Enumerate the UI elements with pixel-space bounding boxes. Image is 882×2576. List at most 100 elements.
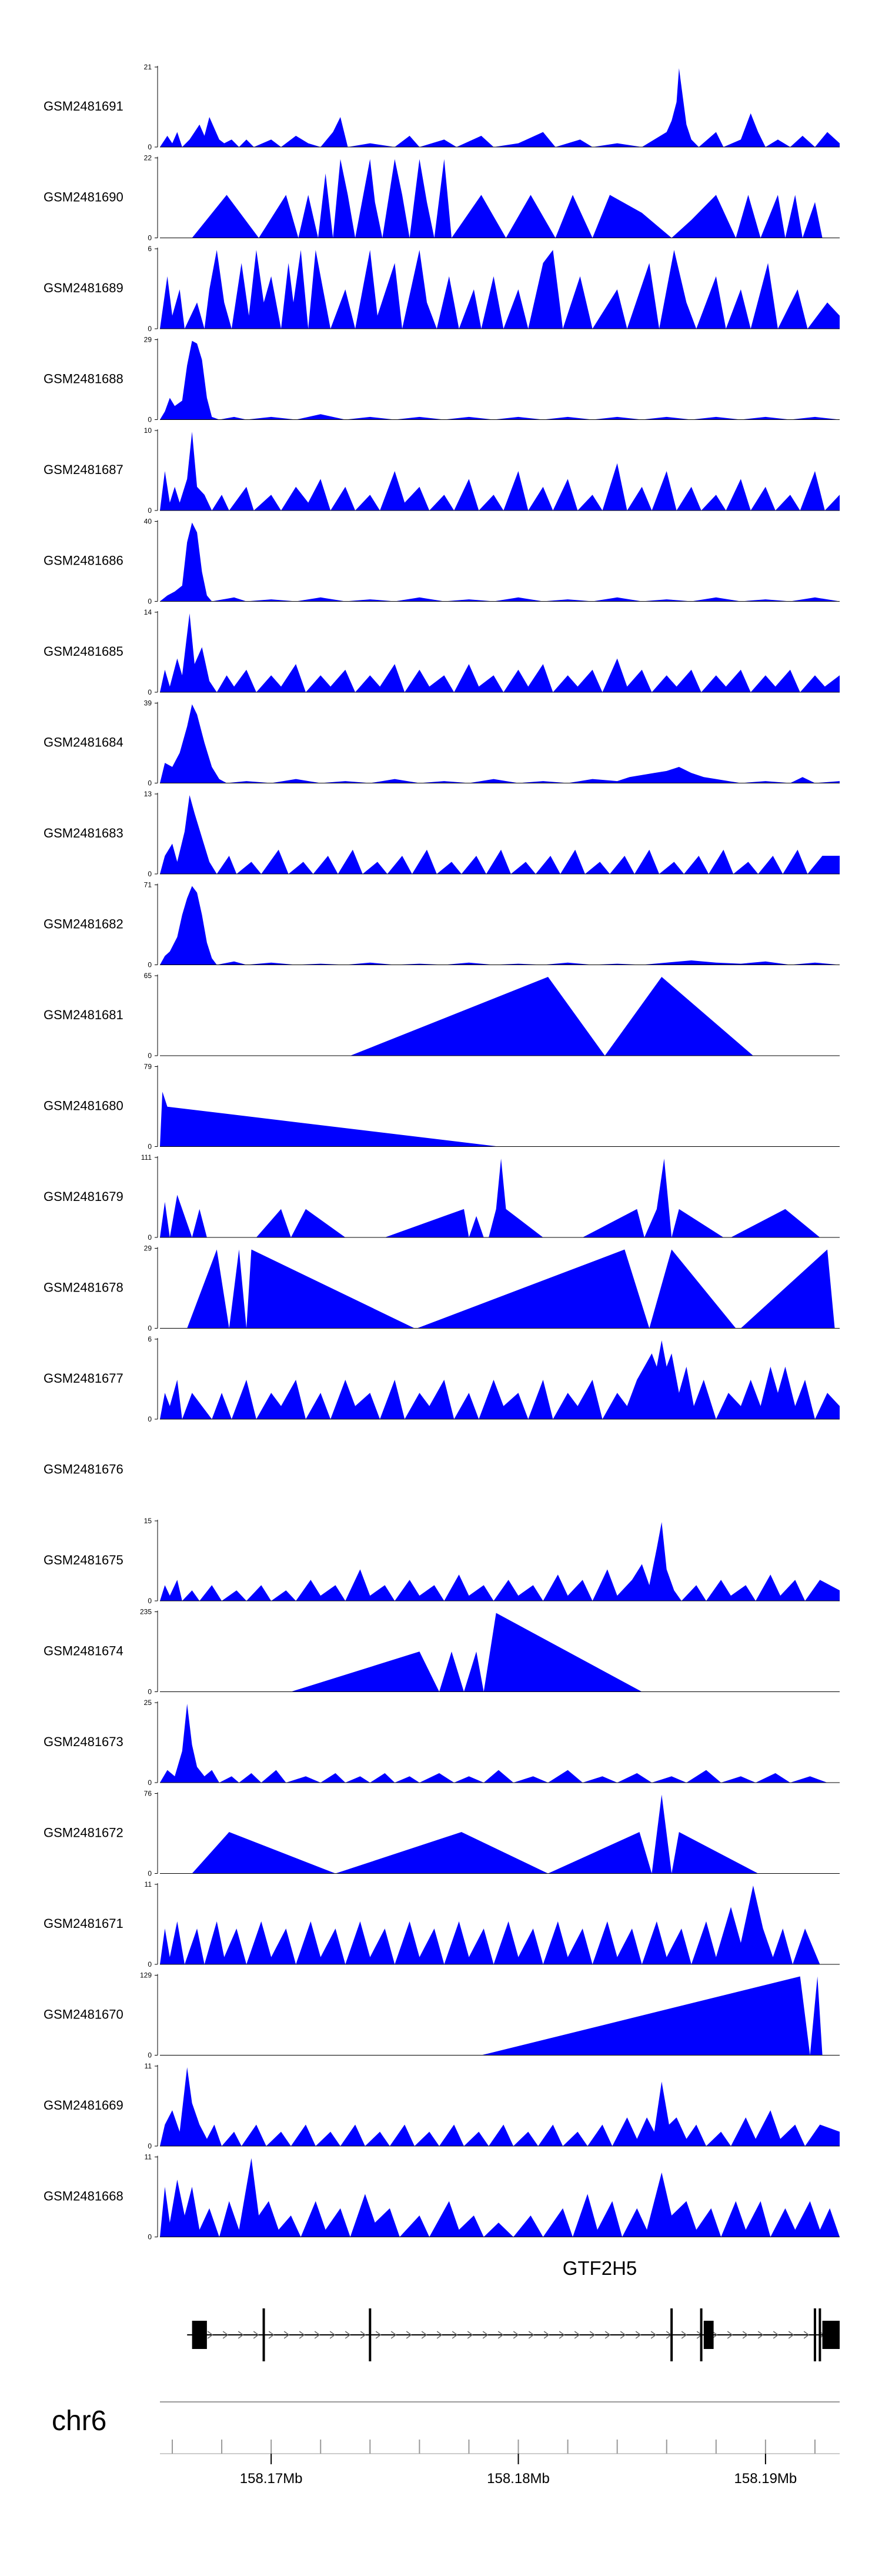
track-label: GSM2481672 bbox=[44, 1826, 123, 1840]
coverage-area bbox=[160, 68, 840, 147]
track-label: GSM2481685 bbox=[44, 644, 123, 659]
strand-arrow bbox=[574, 2331, 580, 2339]
track-label: GSM2481688 bbox=[44, 372, 123, 386]
coverage-area bbox=[160, 977, 840, 1056]
track-GSM2481671: GSM2481671 11 0 bbox=[44, 1880, 840, 1968]
y-max-label: 235 bbox=[140, 1608, 152, 1616]
strand-arrow bbox=[283, 2331, 290, 2339]
y-min-label: 0 bbox=[148, 1233, 152, 1242]
track-label: GSM2481679 bbox=[44, 1189, 123, 1204]
coverage-area bbox=[160, 1340, 840, 1419]
strand-arrow bbox=[268, 2331, 275, 2339]
strand-arrow bbox=[513, 2331, 519, 2339]
track-GSM2481690: GSM2481690 22 0 bbox=[44, 154, 840, 242]
track-GSM2481681: GSM2481681 65 0 bbox=[44, 972, 840, 1060]
y-max-label: 71 bbox=[144, 881, 152, 889]
coverage-area bbox=[160, 1886, 840, 1964]
y-min-label: 0 bbox=[148, 1597, 152, 1605]
y-max-label: 39 bbox=[144, 699, 152, 708]
chromosome-label: chr6 bbox=[52, 2405, 106, 2437]
track-label: GSM2481675 bbox=[44, 1553, 123, 1567]
track-GSM2481687: GSM2481687 10 0 bbox=[44, 426, 840, 515]
track-label: GSM2481691 bbox=[44, 99, 123, 114]
strand-arrow bbox=[345, 2331, 351, 2339]
y-max-label: 129 bbox=[140, 1971, 152, 1980]
track-label: GSM2481671 bbox=[44, 1916, 123, 1931]
track-GSM2481688: GSM2481688 29 0 bbox=[44, 336, 840, 424]
y-max-label: 21 bbox=[144, 63, 152, 71]
strand-arrow bbox=[559, 2331, 565, 2339]
strand-arrow bbox=[314, 2331, 320, 2339]
track-GSM2481676: GSM2481676 bbox=[44, 1462, 123, 1477]
y-min-label: 0 bbox=[148, 779, 152, 788]
exon bbox=[703, 2321, 714, 2349]
y-min-label: 0 bbox=[148, 1778, 152, 1787]
y-max-label: 6 bbox=[148, 245, 152, 253]
strand-arrow bbox=[436, 2331, 443, 2339]
strand-arrow bbox=[360, 2331, 366, 2339]
strand-arrow bbox=[742, 2331, 749, 2339]
exon-marker bbox=[262, 2308, 265, 2361]
y-max-label: 40 bbox=[144, 518, 152, 526]
track-GSM2481682: GSM2481682 71 0 bbox=[44, 881, 840, 969]
track-label: GSM2481674 bbox=[44, 1644, 123, 1659]
strand-arrow bbox=[650, 2331, 657, 2339]
exon-marker bbox=[818, 2308, 821, 2361]
strand-arrow bbox=[711, 2331, 718, 2339]
exon-marker bbox=[813, 2308, 816, 2361]
gene-label: GTF2H5 bbox=[563, 2257, 637, 2279]
strand-arrow bbox=[681, 2331, 687, 2339]
track-label: GSM2481683 bbox=[44, 826, 123, 840]
track-label: GSM2481680 bbox=[44, 1099, 123, 1113]
exon-marker bbox=[369, 2308, 372, 2361]
track-GSM2481686: GSM2481686 40 0 bbox=[44, 518, 840, 606]
track-GSM2481674: GSM2481674 235 0 bbox=[44, 1608, 840, 1696]
track-label: GSM2481676 bbox=[44, 1462, 123, 1477]
y-min-label: 0 bbox=[148, 2233, 152, 2241]
strand-arrow bbox=[452, 2331, 458, 2339]
track-label: GSM2481690 bbox=[44, 190, 123, 205]
strand-arrow bbox=[406, 2331, 412, 2339]
strand-arrow bbox=[727, 2331, 733, 2339]
strand-arrow bbox=[207, 2331, 213, 2339]
track-GSM2481677: GSM2481677 6 0 bbox=[44, 1335, 840, 1423]
y-max-label: 25 bbox=[144, 1699, 152, 1707]
track-GSM2481678: GSM2481678 29 0 bbox=[44, 1244, 840, 1333]
coverage-area bbox=[160, 1613, 840, 1692]
gene-exons bbox=[192, 2308, 840, 2361]
y-min-label: 0 bbox=[148, 416, 152, 424]
strand-arrow bbox=[375, 2331, 382, 2339]
axis-tick-label: 158.18Mb bbox=[487, 2471, 550, 2487]
coverage-area bbox=[160, 1522, 840, 1601]
strand-arrow bbox=[604, 2331, 611, 2339]
y-max-label: 11 bbox=[145, 2062, 152, 2070]
y-max-label: 22 bbox=[144, 154, 152, 162]
axis-ticks: 158.17Mb 158.18Mb 158.19Mb bbox=[160, 2440, 840, 2487]
y-max-label: 6 bbox=[148, 1335, 152, 1343]
coverage-area bbox=[160, 613, 840, 692]
y-min-label: 0 bbox=[148, 1143, 152, 1151]
y-max-label: 14 bbox=[144, 608, 152, 616]
track-GSM2481672: GSM2481672 76 0 bbox=[44, 1790, 840, 1878]
y-min-label: 0 bbox=[148, 961, 152, 969]
coverage-area bbox=[160, 432, 840, 510]
chromosome-axis: chr6 158.17Mb 158.18Mb 158.19Mb bbox=[52, 2401, 840, 2487]
exon bbox=[822, 2321, 840, 2349]
track-label: GSM2481689 bbox=[44, 281, 123, 295]
track-label: GSM2481678 bbox=[44, 1280, 123, 1295]
y-min-label: 0 bbox=[148, 1052, 152, 1060]
y-max-label: 15 bbox=[144, 1517, 152, 1525]
y-min-label: 0 bbox=[148, 506, 152, 515]
y-min-label: 0 bbox=[148, 1415, 152, 1423]
coverage-area bbox=[160, 704, 840, 783]
strand-arrow bbox=[788, 2331, 794, 2339]
y-min-label: 0 bbox=[148, 234, 152, 242]
strand-arrow bbox=[253, 2331, 259, 2339]
strand-arrow bbox=[482, 2331, 489, 2339]
strand-arrow bbox=[620, 2331, 626, 2339]
coverage-area bbox=[160, 522, 840, 602]
exon bbox=[192, 2321, 207, 2349]
coverage-area bbox=[160, 795, 840, 874]
y-max-label: 29 bbox=[144, 1244, 152, 1253]
